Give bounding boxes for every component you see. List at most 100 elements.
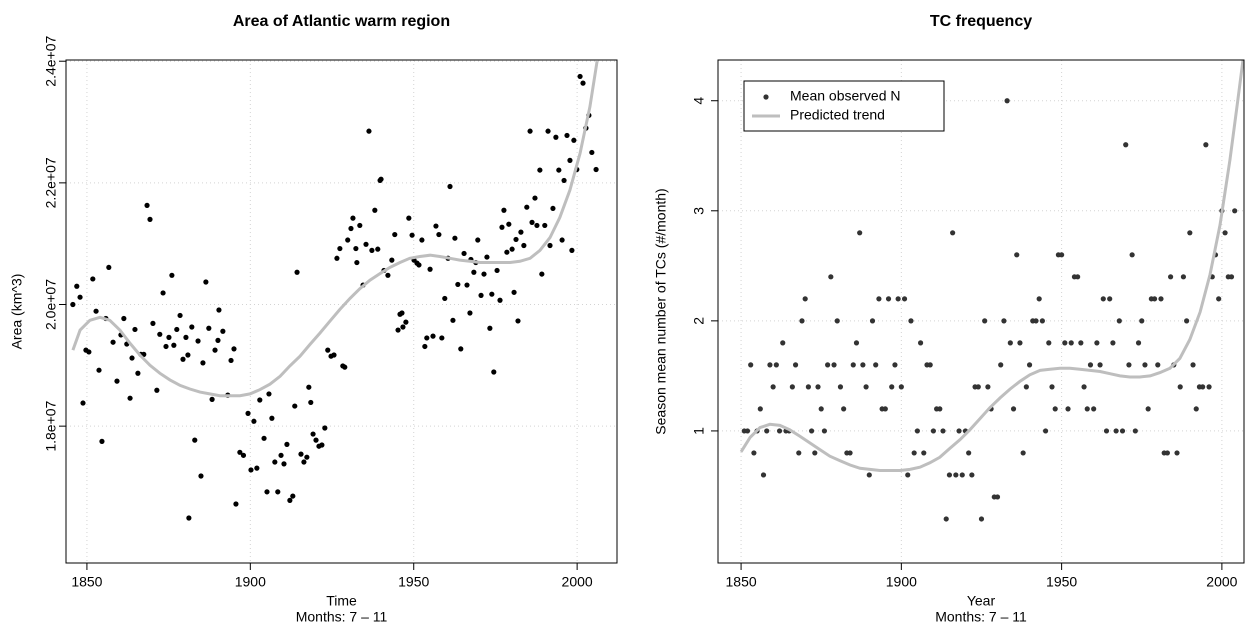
data-point — [183, 334, 189, 340]
data-point — [534, 222, 540, 229]
x-tick-label: 1900 — [886, 574, 917, 590]
data-point — [86, 349, 92, 355]
data-point — [487, 325, 493, 331]
data-point — [304, 454, 310, 460]
data-point — [1087, 362, 1094, 368]
data-point — [308, 399, 314, 406]
data-point — [392, 231, 398, 238]
data-point — [504, 249, 510, 255]
data-point — [914, 428, 920, 434]
data-point — [966, 450, 972, 456]
data-point — [1010, 406, 1017, 412]
data-point — [455, 281, 461, 288]
data-point — [1103, 428, 1110, 434]
data-point — [1020, 450, 1026, 456]
data-point — [564, 132, 570, 139]
data-point — [90, 276, 96, 282]
data-point — [439, 335, 445, 341]
data-point — [212, 347, 218, 353]
data-point — [354, 259, 360, 266]
data-point — [464, 282, 470, 288]
data-point — [757, 406, 763, 412]
data-point — [937, 406, 943, 412]
data-point — [818, 406, 824, 412]
data-point — [527, 128, 533, 134]
data-point — [950, 230, 956, 236]
y-tick-label: 4 — [691, 97, 707, 105]
data-point — [1232, 208, 1238, 214]
data-point — [353, 245, 359, 252]
data-point — [186, 515, 192, 521]
data-point — [553, 134, 559, 140]
data-point — [471, 269, 477, 275]
data-point — [850, 362, 856, 368]
data-point — [195, 338, 201, 344]
data-point — [1075, 274, 1081, 280]
data-point — [1001, 318, 1007, 324]
data-point — [905, 472, 911, 478]
data-point — [831, 362, 837, 368]
data-point — [228, 357, 234, 364]
data-point — [114, 378, 120, 384]
trend-line — [71, 60, 599, 398]
data-point — [290, 493, 296, 499]
legend-label: Mean observed N — [790, 88, 901, 104]
data-point — [805, 384, 811, 390]
data-point — [366, 128, 372, 134]
data-point — [837, 384, 844, 390]
data-point — [127, 395, 133, 401]
data-point — [430, 333, 436, 339]
data-point — [873, 362, 879, 368]
x-tick-label: 1950 — [398, 574, 429, 590]
data-point — [150, 320, 156, 326]
data-point — [998, 362, 1004, 368]
data-point — [1126, 362, 1132, 368]
data-point — [147, 216, 153, 222]
data-point — [77, 294, 83, 300]
data-point — [1135, 340, 1142, 346]
data-point — [1026, 362, 1033, 368]
data-point — [1049, 384, 1055, 390]
data-point — [261, 435, 267, 441]
y-axis-label: Season mean number of TCs (#/month) — [653, 188, 669, 434]
data-point — [1164, 450, 1170, 456]
data-point — [406, 215, 412, 221]
y-tick-label: 2 — [691, 317, 707, 325]
data-point — [385, 272, 391, 278]
data-point — [589, 149, 595, 156]
data-point — [529, 219, 535, 225]
data-point — [99, 438, 105, 444]
data-point — [375, 246, 381, 252]
data-point — [1193, 406, 1199, 412]
data-point — [372, 207, 378, 213]
x-tick-label: 2000 — [562, 574, 593, 590]
x-tick-label: 1850 — [71, 574, 102, 590]
data-point — [969, 472, 975, 478]
data-point — [310, 431, 316, 437]
data-point — [287, 497, 293, 503]
data-point — [245, 410, 251, 416]
data-point — [1142, 362, 1148, 368]
data-point — [1042, 428, 1049, 434]
data-point — [539, 271, 545, 277]
data-point — [160, 290, 166, 296]
data-point — [121, 315, 127, 322]
data-point — [863, 384, 869, 390]
data-point — [294, 269, 300, 275]
data-point — [378, 176, 384, 182]
data-point — [216, 307, 222, 313]
data-point — [780, 340, 786, 346]
x-tick-label: 1850 — [726, 574, 757, 590]
data-point — [521, 242, 527, 249]
data-point — [458, 346, 464, 352]
data-point — [467, 310, 473, 316]
data-point — [169, 272, 175, 278]
data-point — [943, 516, 949, 522]
trend-line — [739, 60, 1244, 472]
y-tick-label: 1.8e+07 — [43, 400, 59, 451]
data-point — [251, 418, 257, 424]
data-point — [1065, 406, 1071, 412]
data-point — [363, 241, 369, 247]
data-point — [284, 441, 290, 447]
